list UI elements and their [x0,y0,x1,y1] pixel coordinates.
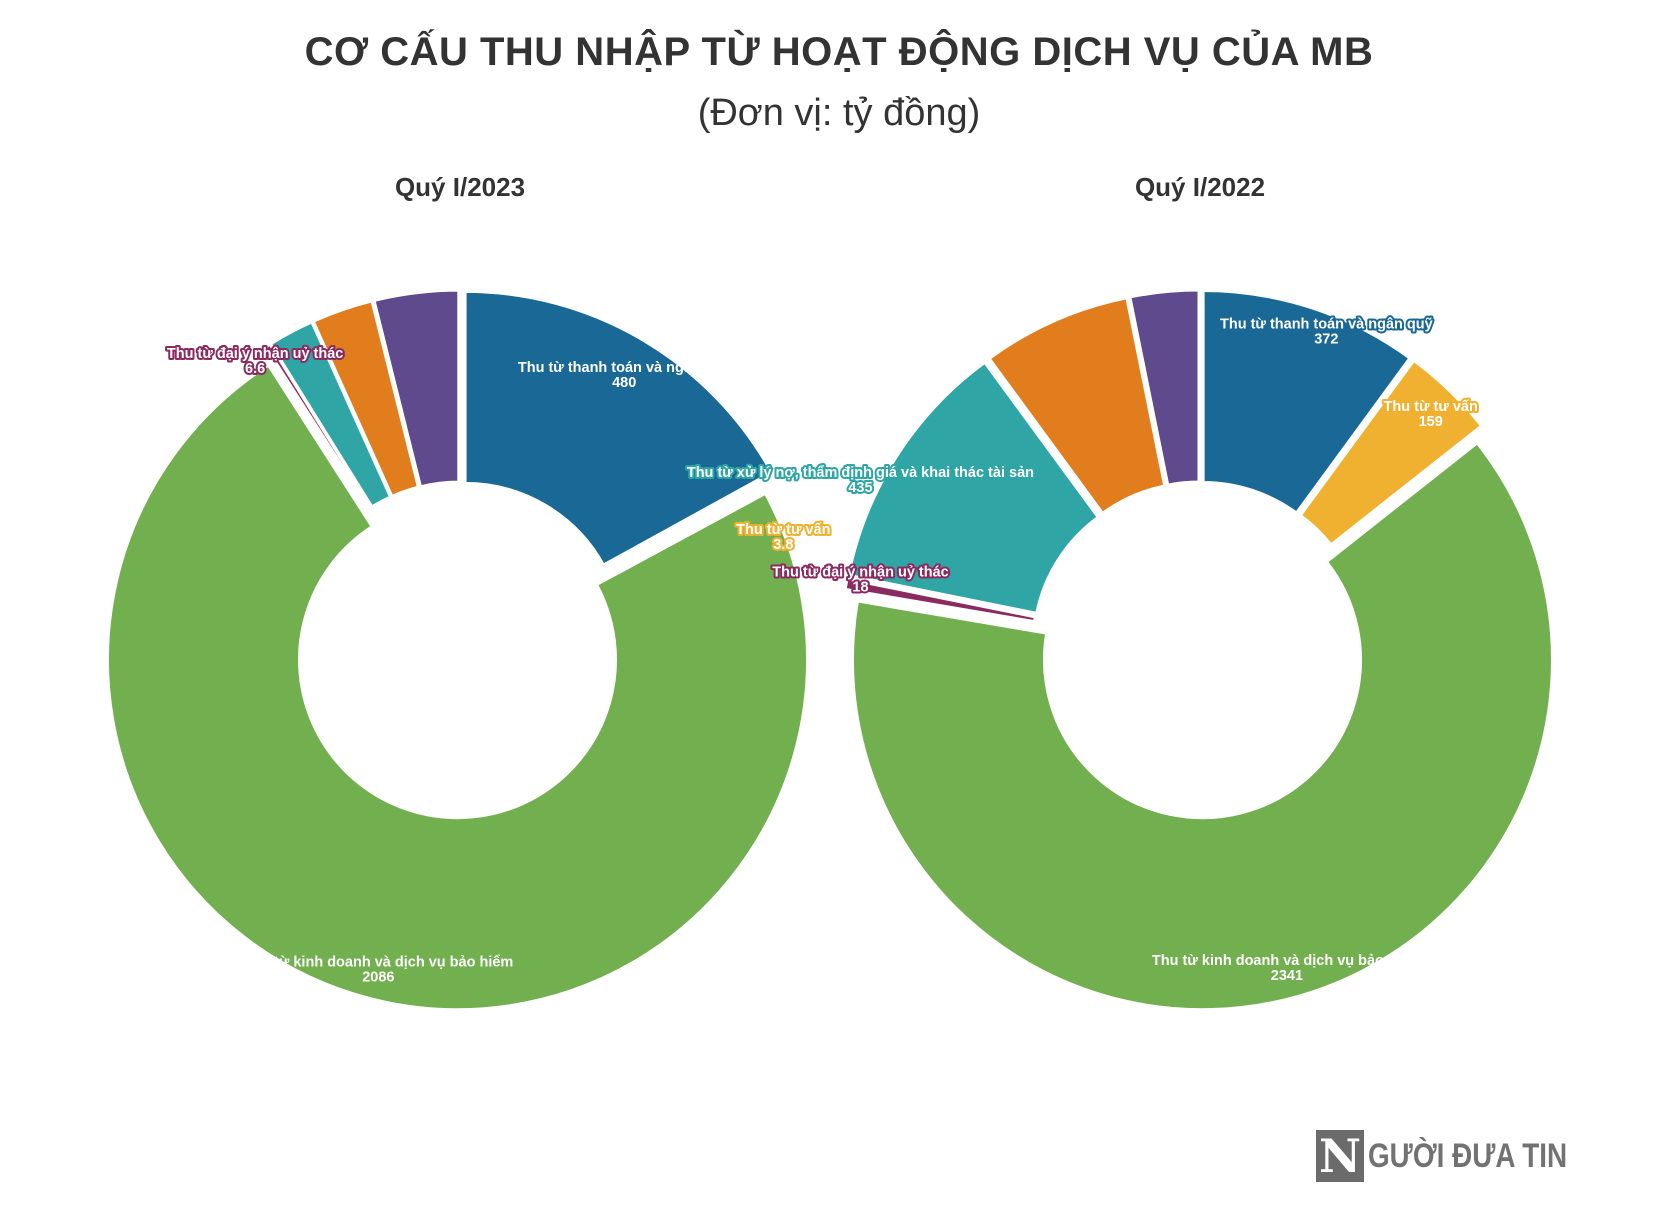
slice-1-thu-tu-thanh-toan-va-ngan-quy [1201,288,1412,515]
label-1-thu-tu-thanh-toan-va-ngan-quy: Thu từ thanh toán và ngân quỹ 372 [1220,316,1433,347]
label-1-thu-tu-dai-y-nhan-uy-thac: Thu từ đại ý nhận uỷ thác 18 [772,565,948,596]
segment-labels: Thu từ thanh toán và ngân quỹ 480 Thu từ t… [165,314,1480,985]
slice-1-thu-tu-tu-van [1298,358,1484,547]
logo-letter: N [1316,1129,1364,1183]
slice-1-segment-5 [987,296,1167,515]
label-0-thu-tu-tu-van: Thu từ tư vấn 3.8 [736,522,830,553]
page-subtitle: (Đơn vị: tỷ đồng) [697,92,981,134]
logo-text: GƯỜI ĐƯA TIN [1368,1136,1568,1175]
label-0-thu-tu-dai-y-nhan-uy-thac: Thu từ đại ý nhận uỷ thác 6.6 [167,346,343,377]
slice-0-thu-tu-thanh-toan-va-ngan-quy [463,289,774,567]
slice-0-segment-4 [269,320,393,509]
slice-0-thu-tu-tu-van [605,474,779,572]
label-1-thu-tu-xu-ly-no-tham-dinh-gia-va-khai-thac-tai-san: Thu từ xử lý nợ, thẩm định giá và khai t… [687,465,1034,496]
slice-1-thu-tu-dai-y-nhan-uy-thac [843,577,1037,624]
slice-0-segment-6 [372,288,461,489]
nguoi-dua-tin-logo: N GƯỜI ĐƯA TIN [1316,1128,1611,1184]
slice-0-segment-5 [311,299,420,498]
slice-1-thu-tu-kinh-doanh-va-dich-vu-bao-hiem [850,441,1554,1012]
slice-0-thu-tu-kinh-doanh-va-dich-vu-bao-hiem [106,363,809,1012]
label-0-thu-tu-kinh-doanh-va-dich-vu-bao-hiem: Thu từ kinh doanh và dịch vụ bảo hiểm 208… [243,954,513,985]
chart-title-q1-2022: Quý I/2022 [1134,172,1266,202]
chart-title-q1-2023: Quý I/2023 [394,172,526,202]
page-title: CƠ CẤU THU NHẬP TỪ HOẠT ĐỘNG DỊCH VỤ CỦA… [304,30,1374,74]
slice-1-segment-6 [1128,288,1201,487]
donut-q1-2022 [843,288,1554,1012]
label-1-thu-tu-kinh-doanh-va-dich-vu-bao-hiem: Thu từ kinh doanh và dịch vụ bảo hiểm 234… [1152,953,1422,984]
slice-1-thu-tu-xu-ly-no-tham-dinh-gia-va-khai-thac-tai-san [847,360,1100,615]
label-1-thu-tu-tu-van: Thu từ tư vấn 159 [1384,399,1478,430]
label-0-thu-tu-thanh-toan-va-ngan-quy: Thu từ thanh toán và ngân quỹ 480 [518,360,731,391]
donut-q1-2023 [106,288,809,1012]
